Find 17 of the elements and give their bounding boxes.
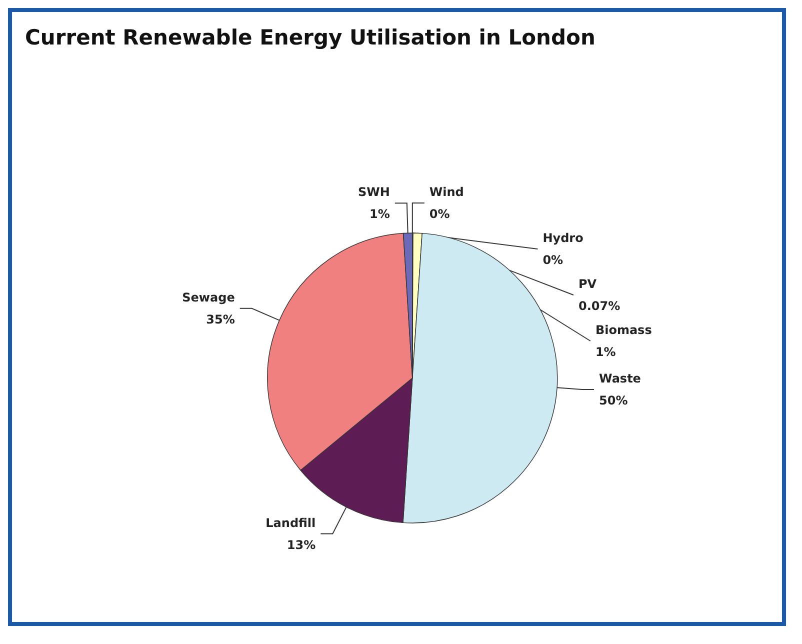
- data-label: 35%: [206, 312, 235, 326]
- slice-label: Biomass: [595, 323, 652, 337]
- data-label: 13%: [286, 538, 316, 552]
- chart-title: Current Renewable Energy Utilisation in London: [25, 26, 596, 50]
- slice-label: PV: [578, 277, 598, 291]
- slice-label: Sewage: [182, 290, 235, 304]
- data-label: 50%: [599, 394, 628, 408]
- slice-label: Landfill: [266, 516, 316, 530]
- slice-label: Waste: [599, 372, 641, 386]
- category-label: Wind: [429, 185, 464, 199]
- category-label: Hydro: [542, 231, 584, 245]
- text: 0%: [542, 253, 564, 267]
- data-label: 1%: [595, 345, 616, 359]
- slice-label: SWH: [358, 185, 390, 200]
- data-label: 0.07%: [578, 299, 620, 313]
- text: 0%: [429, 207, 450, 221]
- data-label: 1%: [370, 207, 390, 222]
